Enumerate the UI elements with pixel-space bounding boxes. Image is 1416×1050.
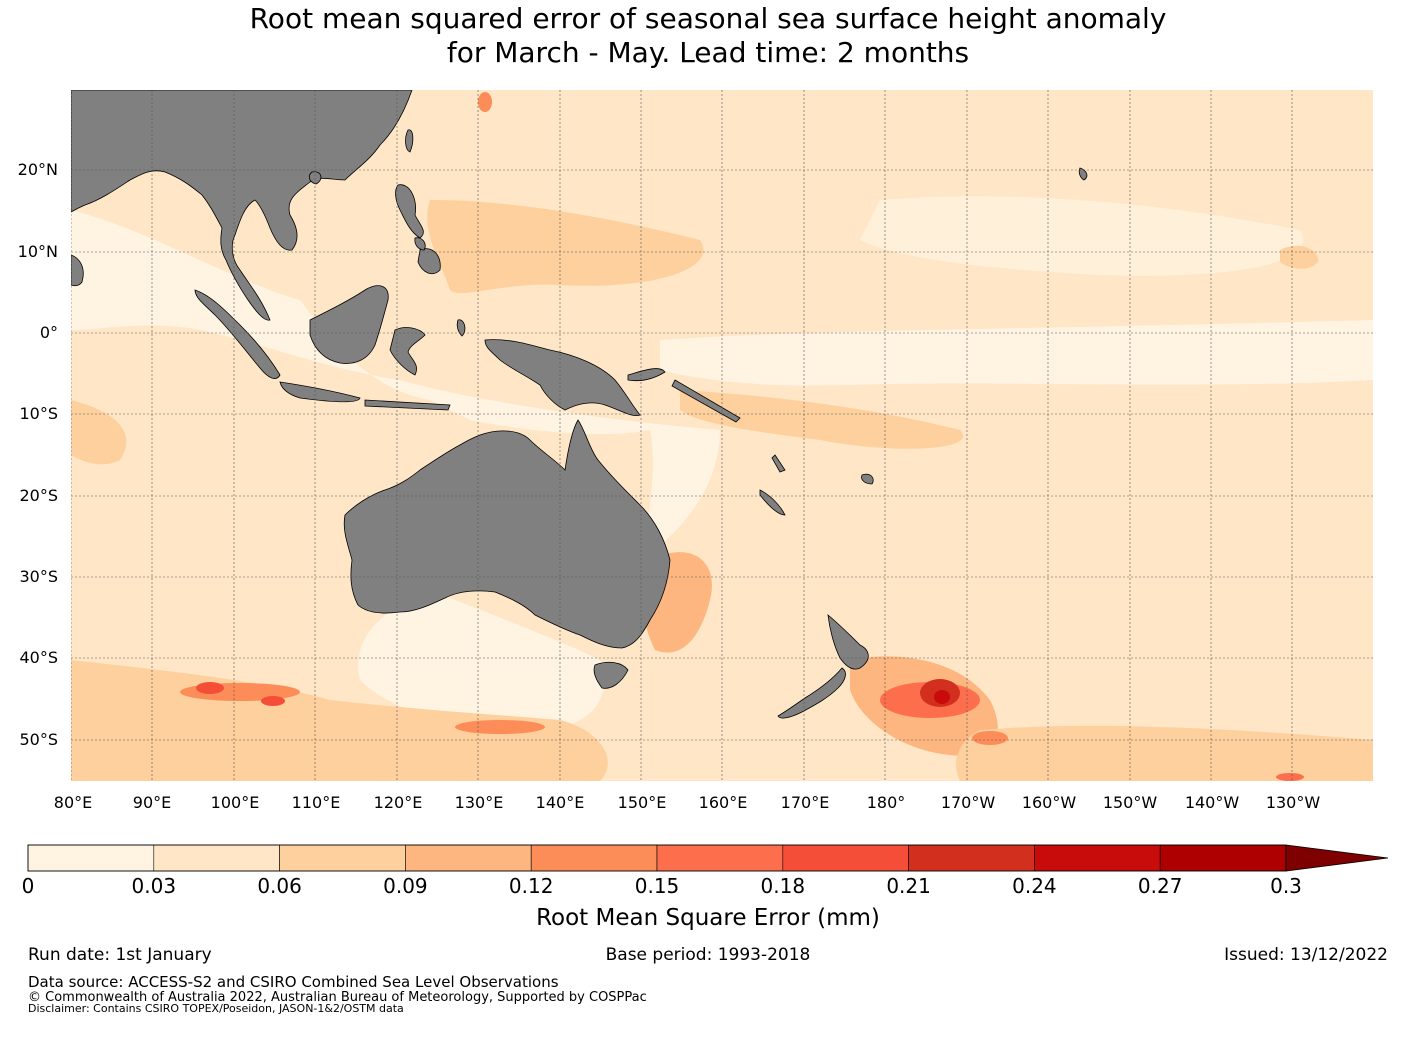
new-britain bbox=[627, 368, 666, 382]
sumatra bbox=[194, 289, 281, 379]
colorbar-segment bbox=[153, 844, 280, 872]
colorbar-tick-label: 0 bbox=[21, 874, 35, 898]
colorbar-tick-label: 0.09 bbox=[383, 874, 428, 898]
new-guinea bbox=[484, 339, 641, 417]
moderate-error-philippine-sea bbox=[427, 200, 704, 294]
run-date: Run date: 1st January bbox=[28, 945, 212, 965]
colorbar-segments bbox=[27, 844, 1287, 872]
moderate-error-west-indian bbox=[71, 400, 127, 465]
chart-title-line-2: for March - May. Lead time: 2 months bbox=[446, 36, 970, 69]
lon-label-90e: 90°E bbox=[132, 793, 172, 812]
moderate-error-hawaii bbox=[1280, 245, 1319, 269]
lon-label-110e: 110°E bbox=[291, 793, 341, 812]
lat-label-20s: 20°S bbox=[19, 486, 58, 505]
colorbar-tick-label: 0.18 bbox=[760, 874, 806, 898]
low-error-zone-equatorial bbox=[660, 320, 1373, 386]
lon-label-150w: 150°W bbox=[1102, 793, 1158, 812]
base-period: Base period: 1993-2018 bbox=[605, 945, 811, 965]
high-error-hotspot-south-pacific bbox=[972, 731, 1008, 745]
colorbar-segment bbox=[782, 844, 909, 872]
colorbar-tick-label: 0.12 bbox=[508, 874, 554, 898]
lon-label-130w: 130°W bbox=[1265, 793, 1321, 812]
colorbar-segment bbox=[908, 844, 1035, 872]
colorbar-segment bbox=[1159, 844, 1287, 872]
lon-label-130e: 130°E bbox=[454, 793, 504, 812]
high-error-hotspot-south-indian-core-2 bbox=[261, 696, 285, 706]
lat-label-20n: 20°N bbox=[17, 160, 58, 179]
copyright: © Commonwealth of Australia 2022, Austra… bbox=[28, 990, 647, 1005]
sulawesi bbox=[389, 327, 426, 376]
lon-label-100e: 100°E bbox=[210, 793, 260, 812]
hainan bbox=[308, 171, 322, 185]
colorbar-segment bbox=[1034, 844, 1161, 872]
lat-label-0: 0° bbox=[39, 323, 58, 342]
nz-south-island bbox=[777, 667, 846, 719]
lon-label-160w: 160°W bbox=[1021, 793, 1077, 812]
lon-label-160e: 160°E bbox=[698, 793, 748, 812]
lesser-sunda bbox=[364, 399, 451, 411]
colorbar-extend-triangle bbox=[1285, 844, 1389, 872]
low-error-zone-indian bbox=[71, 210, 720, 560]
low-error-zone-tasman bbox=[358, 590, 604, 733]
sri-lanka bbox=[71, 254, 84, 287]
taiwan bbox=[405, 129, 414, 153]
fiji bbox=[861, 473, 874, 485]
moderate-error-coral-sea bbox=[680, 390, 964, 449]
colorbar-segment bbox=[27, 844, 155, 872]
high-error-hotspot-nz-centre bbox=[934, 690, 950, 704]
colorbar-outline bbox=[27, 844, 1287, 872]
new-caledonia bbox=[759, 489, 786, 516]
lon-label-170e: 170°E bbox=[780, 793, 830, 812]
colorbar-tick-label: 0.27 bbox=[1137, 874, 1183, 898]
australia bbox=[343, 419, 671, 649]
high-error-hotspot-south-australia bbox=[455, 720, 545, 734]
data-source: Data source: ACCESS-S2 and CSIRO Combine… bbox=[28, 973, 559, 991]
graticule bbox=[71, 90, 1373, 781]
lat-label-10s: 10°S bbox=[19, 404, 58, 423]
philippines-visayas bbox=[414, 237, 426, 251]
lat-label-30s: 30°S bbox=[19, 567, 58, 586]
hawaii bbox=[1078, 167, 1088, 181]
chart-title-line-1: Root mean squared error of seasonal sea … bbox=[249, 2, 1167, 35]
borneo bbox=[309, 285, 389, 364]
lat-label-40s: 40°S bbox=[19, 648, 58, 667]
disclaimer: Disclaimer: Contains CSIRO TOPEX/Poseido… bbox=[28, 1002, 404, 1015]
moderate-error-south-pacific bbox=[956, 725, 1373, 781]
vanuatu bbox=[771, 454, 786, 473]
java bbox=[279, 381, 361, 403]
nz-north-island bbox=[827, 614, 869, 670]
colorbar-segment bbox=[530, 844, 658, 872]
high-error-hotspot-south-indian-core bbox=[196, 682, 224, 694]
low-error-zone-north bbox=[860, 196, 1304, 276]
colorbar-tick-label: 0.15 bbox=[634, 874, 680, 898]
issued-date: Issued: 13/12/2022 bbox=[1224, 945, 1388, 965]
solomon-islands bbox=[671, 379, 741, 423]
colorbar-segment bbox=[656, 844, 784, 872]
colorbar-label: Root Mean Square Error (mm) bbox=[536, 905, 880, 931]
tasmania bbox=[593, 661, 629, 689]
lon-label-170w: 170°W bbox=[940, 793, 996, 812]
lon-label-180: 180° bbox=[866, 793, 906, 812]
map-field bbox=[71, 90, 1373, 781]
lon-label-150e: 150°E bbox=[617, 793, 667, 812]
colorbar-segment bbox=[405, 844, 532, 872]
colorbar-tick-label: 0.3 bbox=[1270, 874, 1302, 898]
mindanao bbox=[417, 248, 441, 275]
halmahera bbox=[456, 319, 466, 337]
colorbar-tick-label: 0.24 bbox=[1012, 874, 1057, 898]
lon-label-140w: 140°W bbox=[1184, 793, 1240, 812]
high-error-hotspot-north bbox=[478, 92, 492, 112]
land bbox=[71, 90, 1088, 719]
colorbar-tick-label: 0.21 bbox=[886, 874, 931, 898]
map-panel bbox=[71, 90, 1373, 781]
lon-label-120e: 120°E bbox=[373, 793, 423, 812]
colorbar-segment bbox=[279, 844, 406, 872]
colorbar-tick-label: 0.06 bbox=[257, 874, 302, 898]
colorbar-tick-label: 0.03 bbox=[131, 874, 177, 898]
lat-label-50s: 50°S bbox=[19, 730, 58, 749]
high-error-hotspot-far-east bbox=[1276, 773, 1304, 781]
lon-label-80e: 80°E bbox=[53, 793, 93, 812]
lat-label-10n: 10°N bbox=[17, 242, 58, 261]
lon-label-140e: 140°E bbox=[535, 793, 585, 812]
